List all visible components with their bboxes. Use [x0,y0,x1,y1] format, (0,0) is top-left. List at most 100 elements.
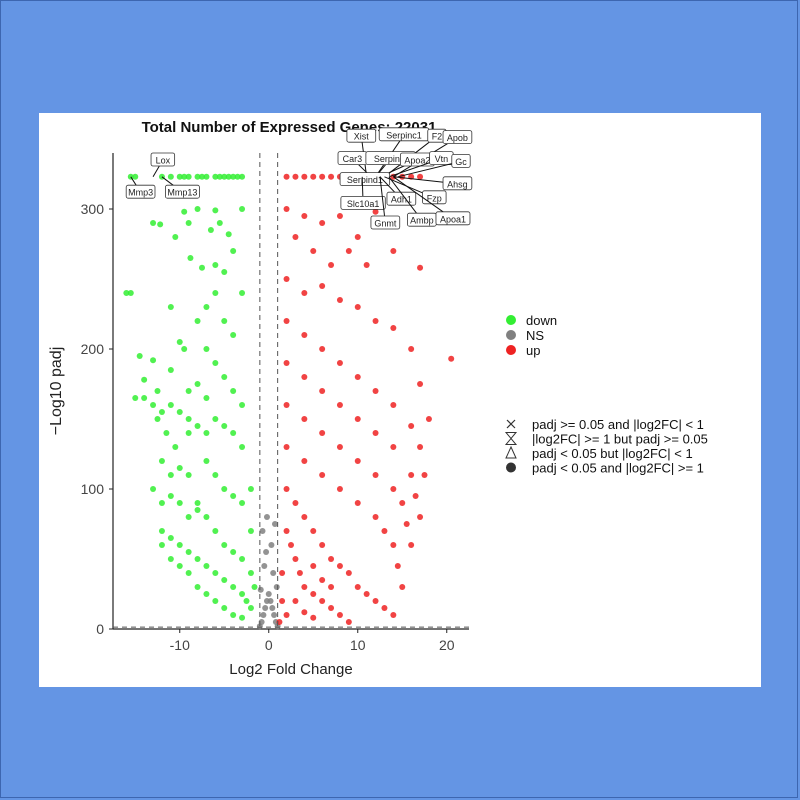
data-point [354,584,361,590]
data-point [301,332,308,338]
gene-label-connector [397,160,462,178]
data-point [310,591,317,597]
data-point [319,283,326,289]
data-point [260,612,267,618]
gene-label-box [451,154,471,168]
data-point [221,374,228,380]
gene-label-text: Vtn [435,154,449,164]
gene-label-text: Lox [156,156,171,166]
data-point [185,416,192,422]
gene-label-text: F2 [432,132,443,142]
data-point [292,598,299,604]
data-point [212,290,219,296]
data-point [185,173,192,180]
volcano-plot: Total Number of Expressed Genes: 22031-1… [48,119,708,678]
data-point [417,444,424,450]
legend-down-label: down [526,313,557,328]
data-point [283,318,290,324]
data-point [283,276,290,282]
data-point [283,486,290,492]
data-point [158,500,165,506]
gene-label-text: Gnmt [374,219,397,229]
data-point [167,402,174,408]
data-point [417,264,424,271]
gene-label-box [340,196,386,210]
data-point [390,486,397,492]
gene-label-text: Apob [447,133,468,143]
data-point [243,598,250,604]
data-point [221,605,228,611]
data-point [448,355,455,362]
data-point [234,173,241,180]
data-point [319,173,326,180]
data-point [372,388,379,394]
data-point [310,528,317,534]
data-point [354,374,361,380]
data-point [301,374,308,380]
gene-label-text: Serpinc1 [386,130,422,140]
data-point [292,234,299,240]
data-point [167,367,174,373]
data-point [194,584,201,590]
data-point [132,173,139,180]
data-point [203,458,210,464]
data-point [185,549,192,555]
gene-label-text: Xist [354,132,370,142]
gene-label-text: Gc [455,157,467,167]
data-point [336,612,343,618]
data-point [262,605,269,611]
data-point [301,290,308,296]
data-point [185,514,192,520]
data-point [230,612,237,618]
data-point [157,221,164,228]
data-point [203,395,210,401]
data-point [167,535,174,541]
data-point [199,173,205,180]
data-point [403,521,410,527]
data-point [230,388,237,394]
legend-up-label: up [526,343,540,358]
data-point [354,304,361,310]
gene-label-text: Adh1 [391,195,412,205]
data-point [239,591,246,597]
data-point [203,563,210,569]
data-point [239,444,246,450]
data-point [417,514,424,520]
data-point [194,507,201,513]
data-point [199,264,205,271]
y-tick-label: 300 [81,201,105,217]
shape-legend-label: padj < 0.05 but |log2FC| < 1 [532,446,693,461]
data-point [247,528,254,534]
data-point [158,458,165,464]
data-point [212,528,219,534]
gene-label-box [165,184,200,199]
data-point [154,388,161,394]
data-point [372,208,379,215]
gene-label-box [442,130,473,145]
data-point [372,514,379,520]
gene-label-connector [379,176,386,224]
data-point [310,173,317,180]
shape-legend-label: padj < 0.05 and |log2FC| >= 1 [532,461,704,476]
data-point [185,388,192,394]
data-point [336,563,343,569]
data-point [296,570,303,576]
data-point [230,248,237,254]
data-point [176,465,183,471]
data-point [319,542,326,548]
data-point [417,381,424,387]
data-point [310,248,317,254]
data-point [336,297,343,303]
data-point [230,173,237,180]
data-point [345,619,352,625]
data-point [216,220,223,226]
data-point [207,227,214,233]
data-point [259,528,266,534]
data-point [345,248,352,254]
data-point [212,207,219,214]
data-point [150,220,157,226]
data-point [221,423,228,429]
data-point [283,206,290,212]
data-point [328,262,335,268]
data-point [212,173,219,180]
